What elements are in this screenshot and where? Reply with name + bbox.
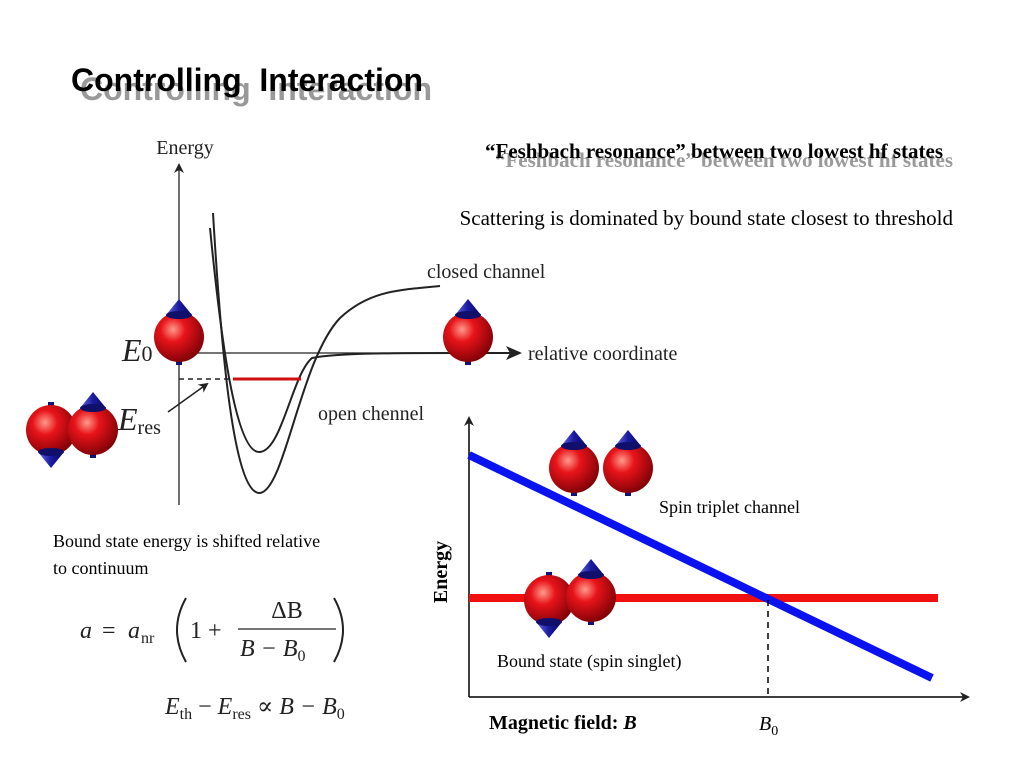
atom — [566, 559, 616, 625]
closed-channel-curve — [212, 212, 441, 495]
note-line: to continuum — [53, 558, 149, 578]
subtitle-shadow: “Feshbach resonance” between two lowest … — [495, 148, 953, 172]
closed-label: closed channel — [427, 261, 546, 283]
formula-part: E — [217, 694, 233, 720]
formula-part: a — [128, 618, 140, 644]
atom — [443, 299, 493, 365]
pointer-arrow — [167, 382, 209, 413]
paren — [176, 597, 187, 663]
formula-2: Eth − Eres ∝ B − B0 — [164, 694, 345, 723]
formula-part: = — [102, 618, 116, 644]
formula-part: B − B0 — [240, 636, 306, 665]
note-line: Bound state energy is shifted relative — [53, 531, 320, 551]
atom — [68, 392, 118, 458]
open-channel-curve — [209, 227, 513, 454]
e0-label: E0 — [121, 332, 153, 368]
formula-part: 0 — [337, 706, 345, 723]
b0-label: B0 — [759, 713, 778, 739]
b0-symbol: B — [759, 713, 771, 735]
formula-part: B − B — [240, 636, 298, 662]
formula-part: E — [164, 694, 180, 720]
x-axis-label: Magnetic field: B — [489, 712, 637, 734]
formula-part: − — [198, 694, 212, 720]
triplet-label: Spin triplet channel — [659, 497, 800, 517]
formula-part: 0 — [298, 648, 306, 665]
energy-label: Energy — [156, 137, 213, 159]
formula-part: ∝ B − B — [257, 694, 337, 720]
b0-sub: 0 — [771, 724, 778, 739]
triplet-line — [467, 451, 934, 682]
formula-part: 1 + — [190, 618, 222, 644]
singlet-label: Bound state (spin singlet) — [497, 651, 681, 672]
e0-symbol: E — [121, 332, 142, 368]
open-label: open chennel — [318, 403, 425, 425]
formula-part: th — [180, 706, 192, 723]
paren — [333, 597, 344, 663]
subtitle: “Feshbach resonance” between two lowest … — [485, 139, 943, 163]
title: Controlling Interaction — [71, 62, 423, 98]
formula-part: ΔB — [271, 598, 302, 624]
x-axis-text: Magnetic field: — [489, 712, 623, 734]
statement: Scattering is dominated by bound state c… — [460, 206, 954, 230]
coordinate-label: relative coordinate — [528, 343, 677, 365]
y-axis-label: Energy — [430, 541, 452, 603]
atom — [549, 430, 599, 496]
formula-part: a — [80, 618, 92, 644]
atom — [603, 430, 653, 496]
eres-symbol: E — [117, 401, 138, 437]
atom — [524, 572, 574, 638]
x-axis-symbol: B — [622, 712, 636, 734]
formula-1: a = a nr 1 + ΔB B − B0 — [80, 597, 344, 665]
note: Bound state energy is shifted relative t… — [53, 531, 325, 578]
formula-part: res — [232, 706, 251, 723]
atom — [154, 299, 204, 365]
eres-sub: res — [138, 417, 162, 439]
e0-sub: 0 — [142, 341, 153, 366]
eres-label: Eres — [117, 401, 161, 439]
atom — [26, 402, 76, 468]
title-shadow: Controlling Interaction — [80, 71, 432, 107]
formula-part: nr — [141, 630, 155, 647]
